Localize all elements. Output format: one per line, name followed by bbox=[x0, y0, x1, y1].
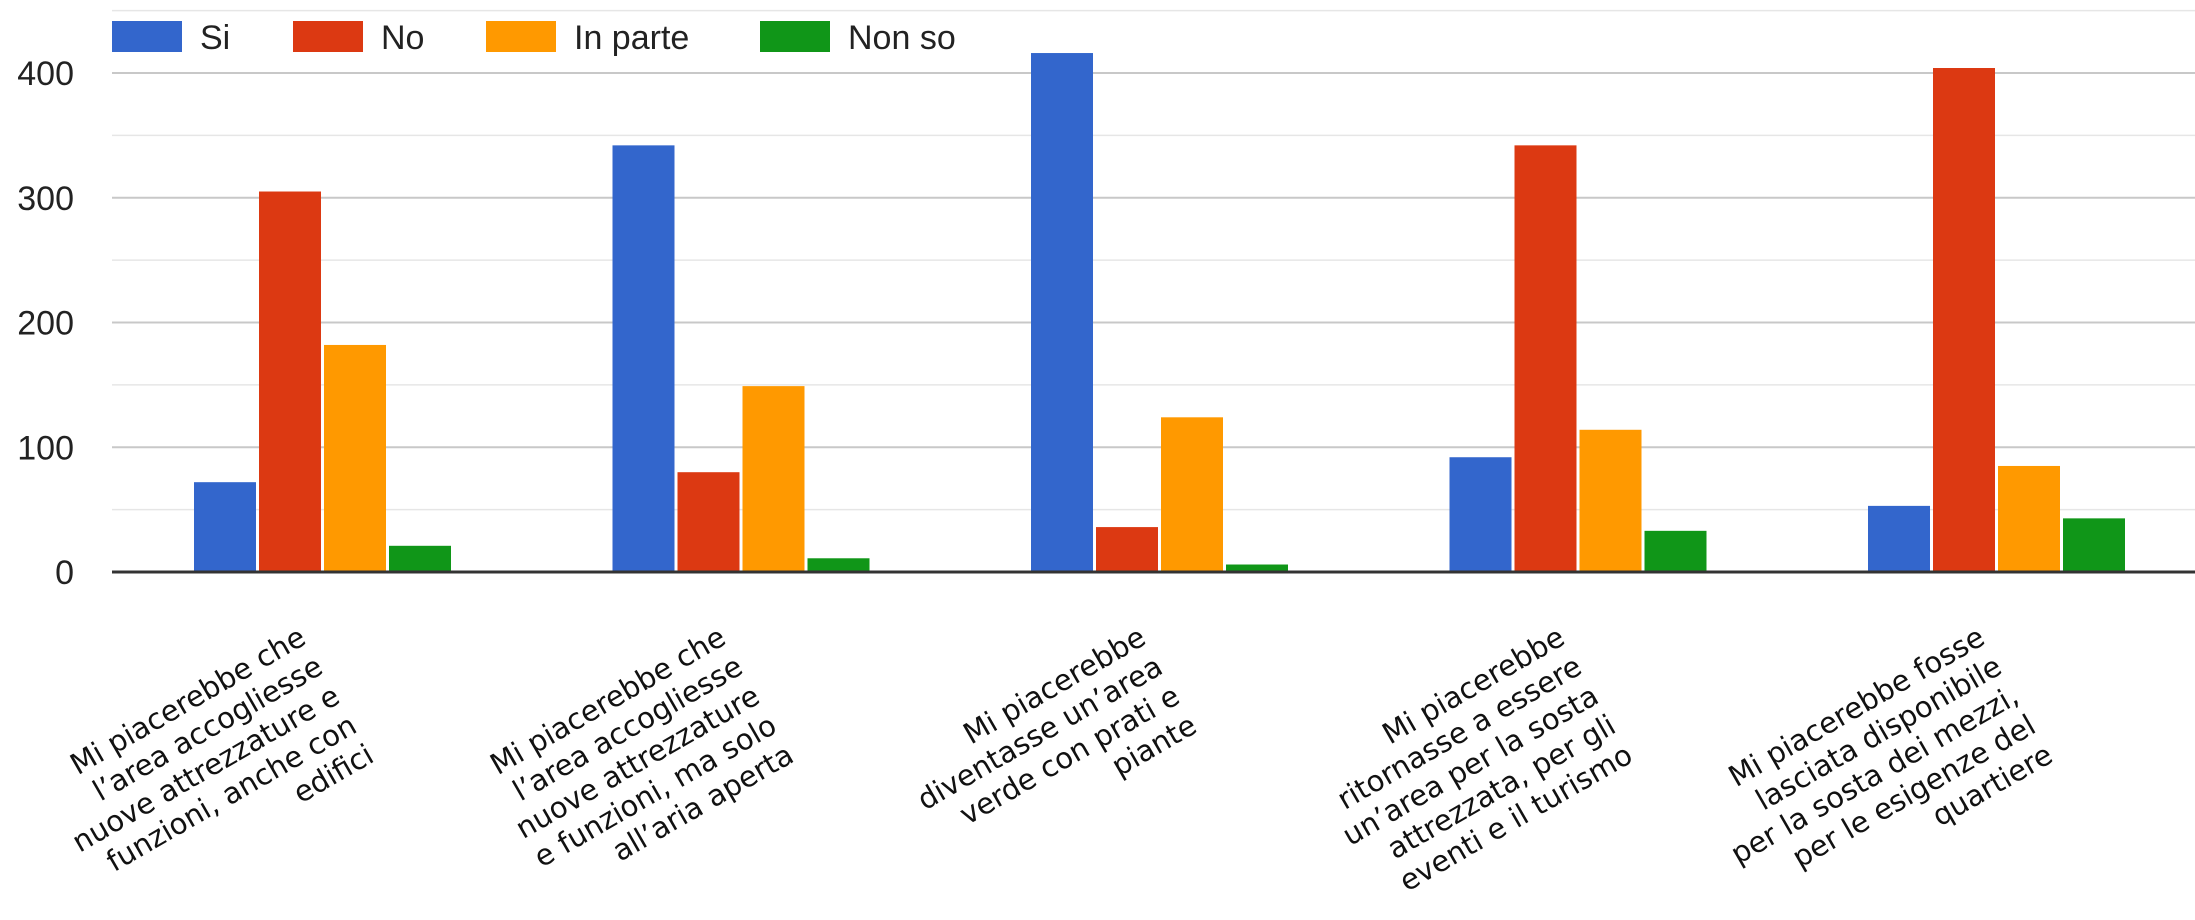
legend-label: Si bbox=[200, 19, 230, 57]
bar-non-so-1 bbox=[389, 545, 451, 572]
y-tick-label: 300 bbox=[17, 180, 74, 218]
bar-si-2 bbox=[612, 145, 675, 573]
bar-in-parte-5 bbox=[1998, 465, 2060, 572]
bar-no-1 bbox=[259, 191, 321, 572]
legend-swatch bbox=[112, 21, 182, 52]
bar-non-so-2 bbox=[807, 558, 870, 572]
bar-in-parte-4 bbox=[1579, 429, 1642, 572]
bar-si-1 bbox=[194, 482, 256, 572]
legend-swatch bbox=[293, 21, 363, 52]
y-tick-label: 100 bbox=[17, 429, 74, 467]
bars bbox=[194, 53, 2125, 573]
bar-no-2 bbox=[677, 472, 740, 572]
bar-in-parte-2 bbox=[742, 386, 805, 572]
legend-swatch bbox=[486, 21, 556, 52]
y-axis: 0 100 200 300 400 bbox=[17, 55, 74, 592]
legend-label: Non so bbox=[848, 19, 956, 57]
bar-no-3 bbox=[1096, 527, 1158, 572]
legend: Si No In parte Non so bbox=[112, 19, 956, 57]
bar-in-parte-1 bbox=[324, 344, 386, 572]
bar-si-5 bbox=[1868, 505, 1930, 572]
y-tick-label: 0 bbox=[55, 554, 74, 592]
bar-non-so-4 bbox=[1644, 530, 1707, 572]
bar-si-4 bbox=[1449, 457, 1512, 572]
legend-label: No bbox=[381, 19, 424, 57]
bar-non-so-3 bbox=[1226, 564, 1288, 572]
grid-lines bbox=[112, 9, 2195, 511]
y-tick-label: 200 bbox=[17, 305, 74, 343]
legend-swatch bbox=[760, 21, 830, 52]
bar-no-4 bbox=[1514, 145, 1577, 573]
bar-non-so-5 bbox=[2063, 518, 2125, 572]
bar-si-3 bbox=[1031, 53, 1093, 573]
legend-label: In parte bbox=[574, 19, 689, 57]
y-tick-label: 400 bbox=[17, 55, 74, 93]
bar-no-5 bbox=[1933, 68, 1995, 572]
bar-in-parte-3 bbox=[1161, 417, 1223, 572]
